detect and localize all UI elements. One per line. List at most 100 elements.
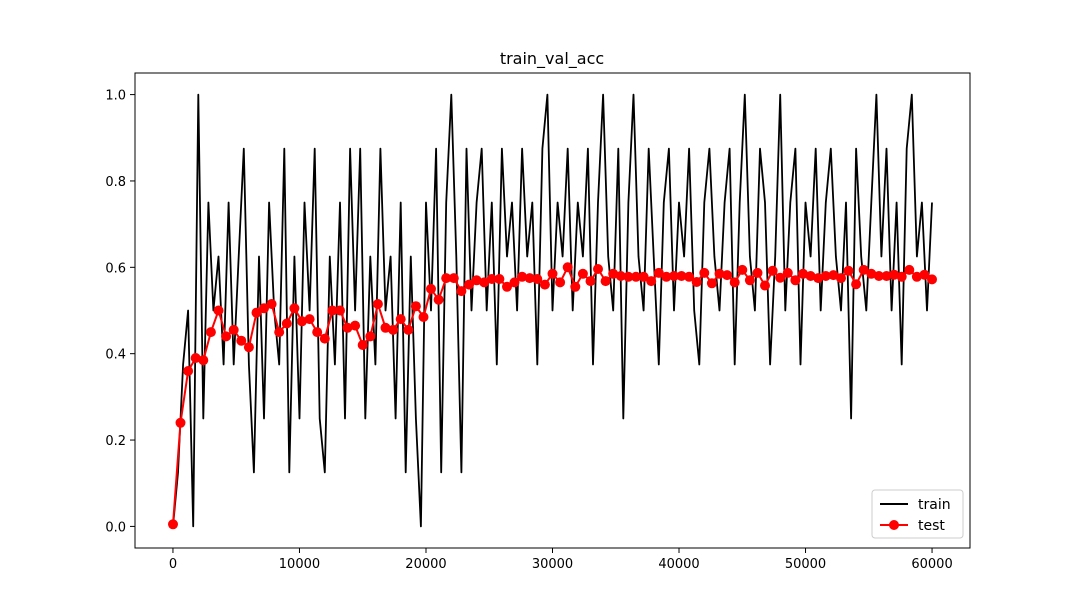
chart-title: train_val_acc (500, 49, 604, 69)
data-point-test (828, 270, 839, 281)
data-point-test (684, 271, 695, 282)
data-point-test (221, 331, 232, 342)
x-axis: 0 10000 20000 30000 40000 50000 60000 (169, 548, 953, 572)
data-point-test (456, 286, 467, 297)
data-point-test (532, 274, 543, 284)
data-point-test (183, 366, 194, 376)
data-point-test (851, 279, 862, 290)
data-point-test (236, 335, 247, 346)
data-point-test (927, 274, 937, 285)
data-point-test (570, 281, 581, 292)
data-point-test (790, 275, 801, 286)
series-line-train (172, 93, 933, 528)
data-point-test (873, 271, 884, 281)
data-point-test (631, 271, 641, 282)
data-point-test (418, 312, 429, 322)
data-point-test (775, 272, 786, 283)
data-point-test (904, 264, 915, 275)
data-point-test (577, 268, 588, 279)
data-point-test (297, 316, 307, 327)
data-point-test (699, 267, 710, 278)
data-point-test (304, 314, 315, 325)
data-point-test (228, 324, 239, 335)
data-point-test (911, 271, 922, 282)
data-point-test (486, 274, 497, 284)
data-point-test (813, 273, 824, 284)
data-point-test (426, 283, 436, 294)
data-point-test (585, 276, 596, 287)
legend-train-label: train (918, 497, 951, 513)
data-point-test (615, 271, 626, 281)
data-point-test (335, 305, 345, 316)
data-point-test (509, 277, 520, 288)
data-point-test (388, 324, 399, 335)
data-point-test (858, 264, 869, 275)
data-point-test (190, 353, 201, 363)
x-tick-label: 10000 (279, 557, 320, 572)
legend-test-label: test (918, 518, 945, 534)
data-point-test (555, 277, 566, 288)
data-point-test (843, 265, 854, 276)
data-point-test (395, 314, 406, 325)
data-point-test (760, 280, 770, 291)
data-point-test (494, 274, 505, 284)
x-tick-label: 0 (169, 557, 177, 572)
data-point-test (661, 271, 672, 282)
y-tick-label: 0.4 (105, 348, 126, 363)
data-point-test (919, 269, 930, 280)
data-point-test (608, 268, 619, 279)
data-point-test (714, 268, 725, 279)
data-point-test (243, 342, 254, 353)
data-point-test (889, 269, 900, 280)
data-point-test (539, 279, 550, 290)
data-point-test (372, 299, 383, 309)
data-point-test (517, 271, 528, 282)
plot-area (168, 93, 937, 530)
data-point-test (744, 275, 755, 286)
data-point-test (410, 301, 421, 312)
x-tick-label: 30000 (532, 557, 573, 572)
data-point-test (638, 271, 649, 282)
data-point-test (524, 273, 535, 284)
data-point-test (205, 327, 216, 338)
data-point-test (623, 271, 634, 282)
data-point-test (357, 340, 368, 350)
y-tick-label: 0.6 (105, 261, 126, 276)
data-point-test (403, 324, 414, 335)
data-point-test (737, 264, 748, 275)
x-tick-label: 40000 (658, 557, 699, 572)
data-point-test (327, 305, 338, 316)
y-tick-label: 0.8 (105, 175, 126, 190)
data-point-test (464, 279, 474, 290)
data-point-test (441, 273, 452, 284)
data-point-test (448, 273, 459, 284)
y-tick-label: 1.0 (105, 89, 126, 104)
data-point-test (866, 268, 877, 279)
data-point-test (798, 268, 808, 279)
data-point-test (836, 273, 846, 284)
data-point-test (691, 277, 702, 287)
data-point-test (646, 276, 657, 287)
data-point-test (669, 271, 679, 281)
data-point-test (706, 278, 717, 289)
data-point-test (251, 307, 262, 318)
data-point-test (805, 271, 816, 281)
data-point-test (342, 322, 353, 333)
data-point-test (562, 262, 573, 273)
data-point-test (767, 265, 778, 276)
x-tick-label: 20000 (405, 557, 446, 572)
x-tick-label: 60000 (911, 557, 952, 572)
data-point-test (502, 281, 512, 292)
data-point-test (274, 327, 285, 338)
data-point-test (547, 268, 558, 279)
data-point-test (676, 271, 687, 281)
data-point-test (896, 271, 907, 282)
data-point-test (729, 277, 740, 288)
data-point-test (380, 322, 391, 333)
data-point-test (266, 299, 277, 309)
data-point-test (722, 270, 733, 281)
y-tick-label: 0.0 (105, 520, 126, 535)
data-point-test (198, 355, 209, 366)
data-point-test (350, 320, 361, 331)
